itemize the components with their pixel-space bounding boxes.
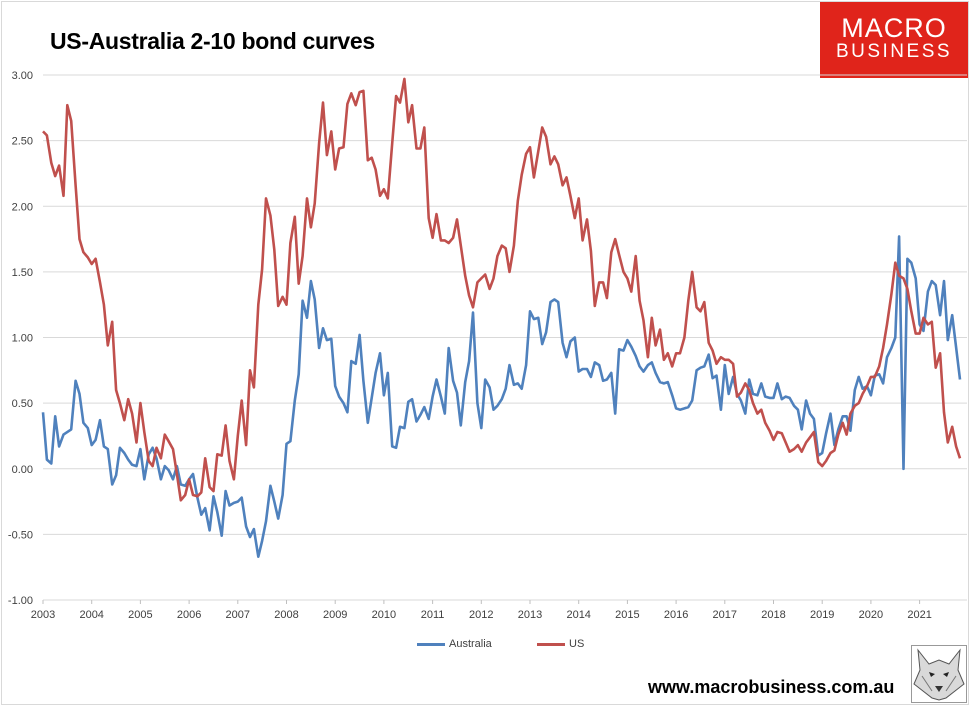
x-tick-label: 2009 (323, 609, 347, 621)
series-line-australia (41, 235, 962, 558)
x-tick-label: 2019 (810, 609, 834, 621)
x-axis-ticks: 2003 2004 2005 2006 2007 2008 2009 2010 2011 2012… (31, 600, 932, 621)
series-lines (41, 77, 962, 558)
gridlines (43, 74, 967, 601)
x-tick-label: 2008 (274, 609, 298, 621)
y-tick-label: 1.00 (12, 333, 33, 345)
legend-swatch-australia (417, 642, 445, 646)
series-line-us (42, 77, 962, 502)
chart-title: US-Australia 2-10 bond curves (50, 28, 375, 54)
legend-item-australia: Australia (417, 638, 492, 650)
legend-item-us: US (537, 638, 584, 650)
x-tick-label: 2012 (469, 609, 493, 621)
x-tick-label: 2020 (859, 609, 883, 621)
y-tick-label: 2.50 (12, 136, 33, 148)
x-tick-label: 2017 (713, 609, 737, 621)
y-tick-label: 0.50 (12, 398, 33, 410)
wolf-head-icon (911, 645, 967, 703)
legend-swatch-us (537, 642, 565, 646)
x-tick-label: 2010 (372, 609, 396, 621)
x-tick-label: 2005 (128, 609, 152, 621)
x-tick-label: 2021 (907, 609, 931, 621)
macrobusiness-logo: MACRO BUSINESS (820, 2, 968, 78)
y-axis-ticks: 3.00 2.50 2.00 1.50 1.00 0.50 0.00 -0.50 -1.00 (8, 70, 33, 607)
x-tick-label: 2014 (566, 609, 590, 621)
x-tick-label: 2015 (615, 609, 639, 621)
x-tick-label: 2016 (664, 609, 688, 621)
legend-label-us: US (569, 638, 585, 650)
y-tick-label: 1.50 (12, 267, 33, 279)
y-tick-label: -0.50 (8, 529, 33, 541)
x-tick-label: 2007 (226, 609, 250, 621)
x-tick-label: 2018 (761, 609, 785, 621)
y-tick-label: 3.00 (12, 70, 33, 82)
x-tick-label: 2013 (518, 609, 542, 621)
x-tick-label: 2004 (79, 609, 103, 621)
y-tick-label: 2.00 (12, 201, 33, 213)
y-tick-label: 0.00 (12, 464, 33, 476)
logo-line-2: BUSINESS (835, 41, 953, 62)
x-tick-label: 2003 (31, 609, 55, 621)
x-tick-label: 2011 (421, 609, 445, 621)
legend-label-australia: Australia (449, 638, 492, 650)
x-tick-label: 2006 (177, 609, 201, 621)
y-tick-label: -1.00 (8, 595, 33, 607)
logo-line-1: MACRO (841, 13, 947, 43)
footer-url: www.macrobusiness.com.au (648, 677, 895, 697)
